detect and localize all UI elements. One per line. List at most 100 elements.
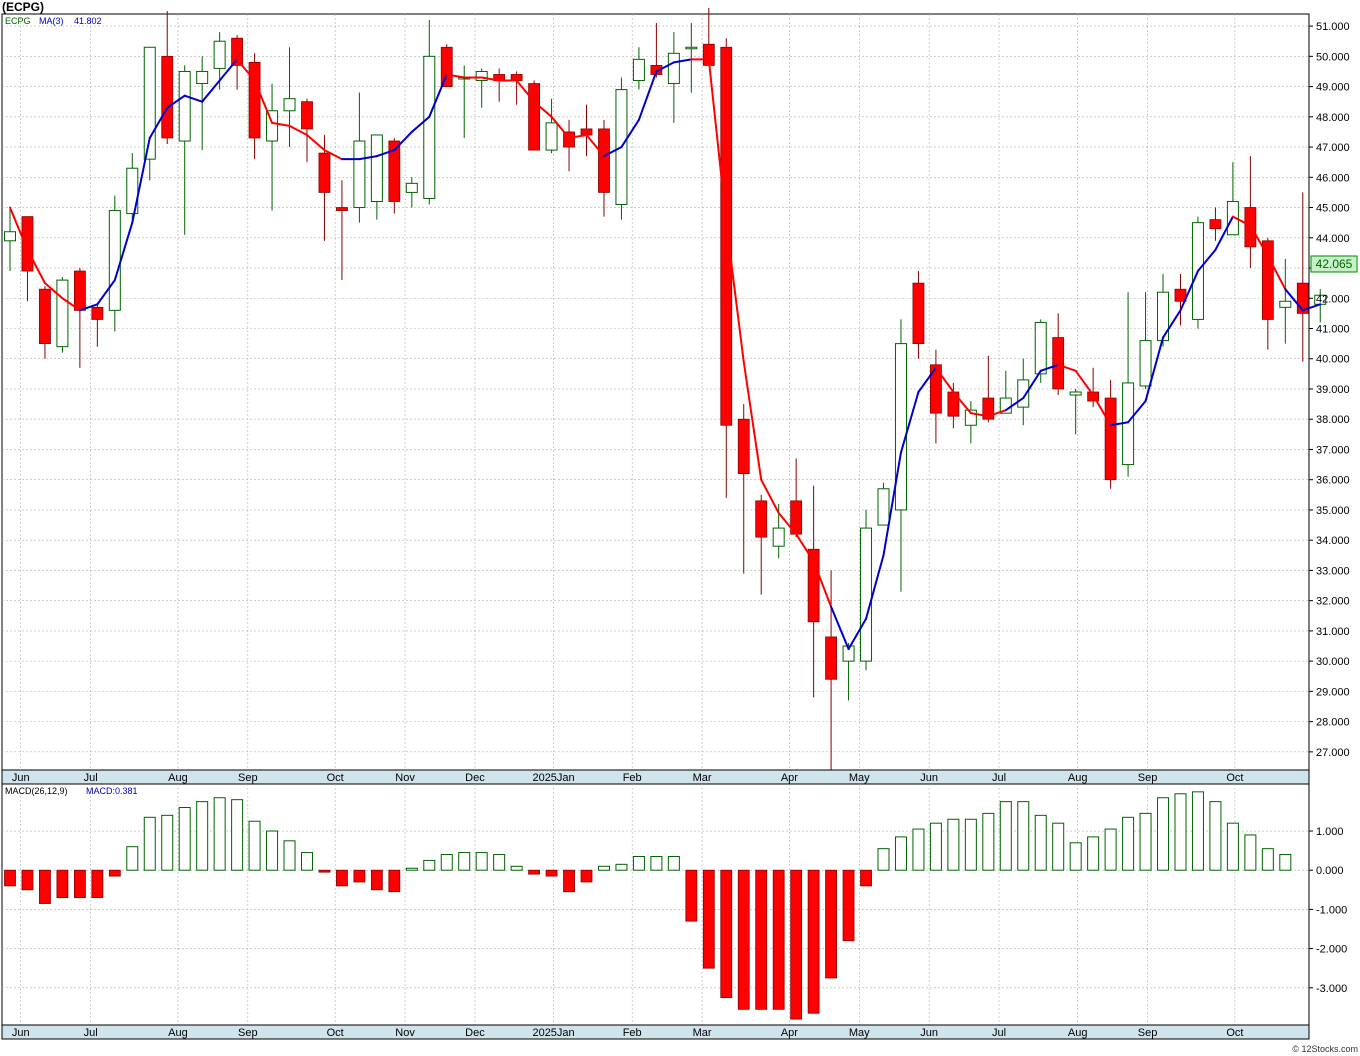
macd-bar-positive [143, 816, 156, 871]
ma-segment [865, 554, 885, 620]
ma-segment [637, 70, 658, 121]
ma-segment [183, 94, 204, 103]
month-label: Apr [781, 1027, 798, 1039]
month-label: Jun [920, 772, 938, 784]
last-price-label: 42.065 [1316, 257, 1353, 271]
month-label: Jul [84, 772, 98, 784]
candle-body-up [772, 527, 785, 547]
ma-segment [96, 279, 116, 306]
ma-segment [1022, 369, 1042, 400]
candle-body-up [842, 645, 855, 662]
ma-segment [323, 149, 343, 161]
month-label: Nov [395, 1027, 415, 1039]
macd-bar-negative [528, 869, 540, 875]
macd-bar-negative [4, 869, 16, 887]
month-label: May [849, 1027, 870, 1039]
month-label: Apr [781, 772, 798, 784]
macd-bar-positive [1069, 842, 1082, 871]
macd-month-band [1, 1024, 1310, 1040]
candle-body-down [318, 152, 331, 193]
candle-body-up [964, 409, 977, 426]
month-label: Jun [12, 772, 30, 784]
ma-segment [1284, 288, 1304, 312]
macd-bar-positive [999, 801, 1012, 871]
price-tick-label: 51.000 [1316, 21, 1350, 33]
ma-segment [1196, 248, 1217, 273]
candle-body-up [266, 110, 279, 142]
price-tick-label: 34.000 [1316, 535, 1350, 547]
candle-body-down [1104, 397, 1117, 481]
macd-bar-positive [1279, 854, 1292, 871]
candle-body-down [1261, 240, 1274, 320]
macd-bar-negative [73, 869, 86, 899]
macd-bar-negative [790, 869, 803, 1020]
price-tick-label: 49.000 [1316, 82, 1350, 94]
ma-segment [812, 560, 833, 608]
candle-body-up [1279, 300, 1292, 308]
candle-body-down [231, 37, 244, 66]
macd-bar-positive [964, 818, 977, 871]
macd-bar-negative [21, 869, 34, 891]
ma-segment [760, 478, 780, 514]
ma-segment [26, 248, 46, 285]
candle-body-down [982, 397, 995, 420]
macd-bar-positive [632, 855, 645, 871]
candle-body-down [248, 61, 261, 139]
candle-body-up [353, 140, 366, 209]
ma-segment [1214, 215, 1234, 251]
ma-segment [236, 58, 256, 82]
month-label: 2025Jan [532, 1027, 574, 1039]
ma-segment [113, 221, 134, 282]
macd-bar-positive [126, 846, 139, 871]
price-tick-label: 47.000 [1316, 142, 1350, 154]
macd-tick-label: 1.000 [1316, 826, 1344, 838]
candle-body-up [877, 488, 890, 526]
macd-bar-positive [1052, 822, 1065, 871]
ma-segment [969, 412, 990, 418]
macd-bar-positive [213, 797, 226, 871]
price-tick-label: 30.000 [1316, 656, 1350, 668]
candle-body-down [336, 207, 348, 211]
ma-segment [1039, 363, 1060, 372]
candle-body-down [91, 306, 104, 320]
price-tick-label: 37.000 [1316, 444, 1350, 456]
macd-bar-positive [597, 865, 610, 871]
candle-body-up [894, 343, 907, 511]
ma-segment [253, 79, 274, 124]
macd-bar-positive [877, 848, 890, 871]
price-tick-label: 46.000 [1316, 172, 1350, 184]
ma-segment [1092, 394, 1112, 427]
candle-body-up [632, 58, 645, 82]
ma-line [9, 58, 1322, 651]
ma-segment [725, 221, 745, 363]
macd-bar-positive [423, 859, 436, 871]
candle-body-up [178, 70, 191, 142]
macd-bar-positive [266, 830, 279, 871]
price-tick-label: 39.000 [1316, 384, 1350, 396]
ma-segment [480, 76, 501, 82]
candle-body-down [807, 548, 820, 623]
macd-bar-positive [510, 865, 523, 871]
macd-bar-positive [1104, 828, 1117, 871]
month-label: Jul [992, 772, 1006, 784]
macd-bar-negative [336, 869, 348, 887]
candle-body-down [1296, 282, 1309, 314]
month-label: Aug [168, 1027, 188, 1039]
macd-bar-positive [1034, 814, 1047, 871]
ma-segment [375, 149, 396, 158]
macd-bar-positive [982, 812, 995, 871]
ma-segment [78, 303, 99, 312]
ma-segment [218, 58, 239, 82]
candle-body-down [388, 140, 401, 202]
price-tick-label: 38.000 [1316, 414, 1350, 426]
credit-text: © 12Stocks.com [1292, 1044, 1358, 1054]
macd-bar-positive [161, 814, 174, 871]
macd-bar-positive [1191, 791, 1204, 871]
candle-body-up [126, 167, 139, 215]
candle-body-down [563, 131, 575, 148]
price-tick-label: 33.000 [1316, 565, 1350, 577]
price-tick-label: 41.000 [1316, 323, 1350, 335]
month-label: Sep [1138, 1027, 1158, 1039]
macd-bar-positive [1017, 801, 1030, 871]
